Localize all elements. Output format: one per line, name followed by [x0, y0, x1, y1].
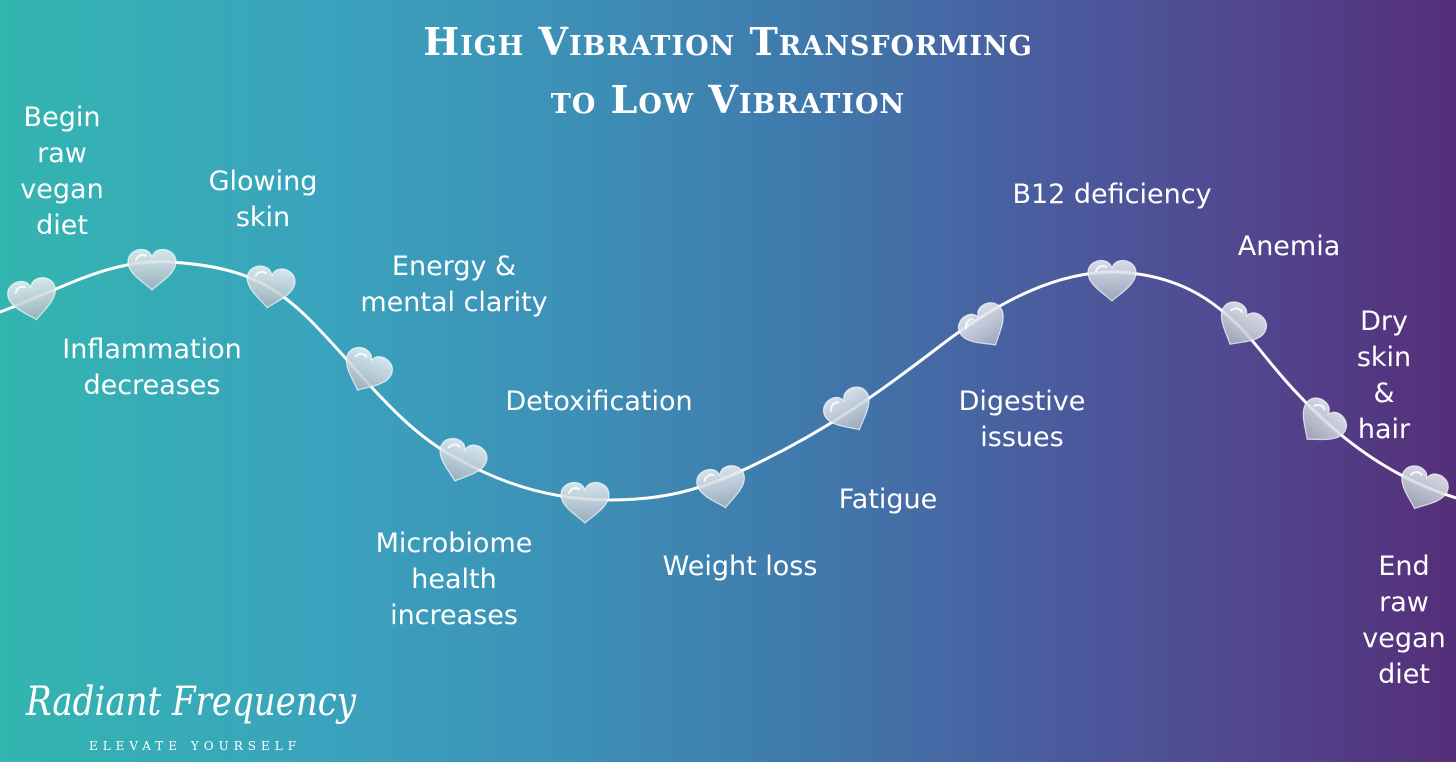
label-b12-deficiency: B12 deficiency [1012, 179, 1212, 210]
page-title-line-2: to Low Vibration [550, 77, 906, 122]
label-inflammation: Inflammation decreases [62, 334, 242, 401]
brand-logo-text: Radiant Frequency [25, 679, 357, 725]
heart-icon [4, 274, 62, 325]
heart-icon [818, 381, 882, 442]
heart-icon [1391, 461, 1453, 519]
label-fatigue: Fatigue [838, 484, 938, 515]
heart-icon [242, 263, 298, 313]
heart-icon [1087, 259, 1137, 302]
page-title-line-1: High Vibration Transforming [423, 19, 1033, 64]
heart-icon [127, 248, 177, 291]
label-dry-skin: Dry skin & hair [1356, 306, 1412, 445]
label-microbiome: Microbiome health increases [375, 528, 533, 631]
label-anemia: Anemia [1237, 231, 1341, 262]
label-digestive-issues: Digestive issues [958, 386, 1086, 453]
label-glowing-skin: Glowing skin [208, 166, 318, 233]
label-begin-diet: Begin raw vegan diet [20, 102, 104, 241]
label-energy: Energy & mental clarity [360, 251, 548, 318]
heart-icon [560, 481, 610, 524]
heart-icon [430, 434, 492, 490]
label-detoxification: Detoxification [505, 386, 693, 417]
heart-icon [334, 342, 398, 402]
brand-tagline: ELEVATE YOURSELF [88, 739, 302, 753]
heart-icon [693, 462, 751, 513]
brand-logo: Radiant Frequency [25, 679, 357, 725]
label-end-diet: End raw vegan diet [1362, 551, 1446, 690]
heart-icon [952, 296, 1017, 359]
label-weight-loss: Weight loss [662, 551, 818, 582]
heart-icon [1287, 391, 1353, 456]
